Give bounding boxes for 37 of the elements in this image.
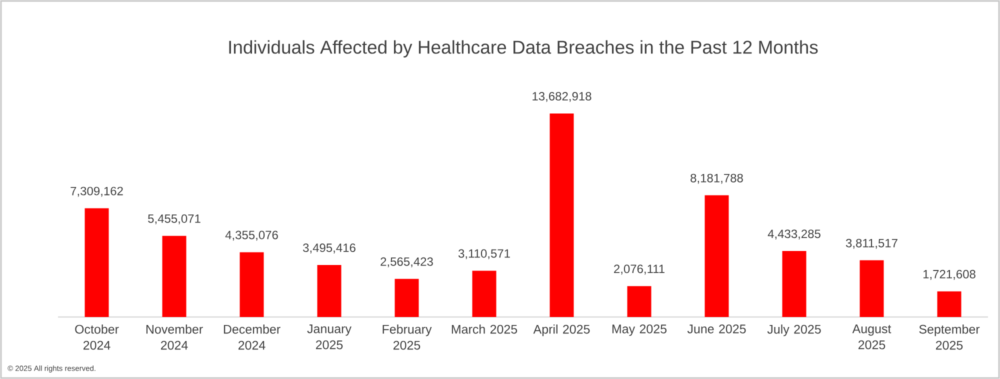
data-label: 3,811,517 [846, 238, 898, 249]
x-tick-label: June 2025 [687, 324, 746, 334]
data-label: 4,433,285 [768, 230, 820, 240]
bar [317, 264, 342, 317]
x-tick-label: January 2025 [307, 324, 352, 350]
x-tick-label: February 2025 [382, 324, 432, 350]
x-tick-label: September 2025 [919, 324, 980, 350]
bar [162, 236, 186, 317]
x-tick-label: July 2025 [767, 324, 821, 336]
bar [472, 270, 496, 317]
bar [782, 251, 806, 317]
data-label: 13,682,918 [532, 92, 592, 102]
bar [937, 291, 962, 317]
data-label: 7,309,162 [70, 186, 123, 197]
data-label: 3,495,416 [303, 244, 356, 254]
x-tick-label: August 2025 [852, 324, 892, 350]
chart-title: Individuals Affected by Healthcare Data Breaches in the Past 12 Months [229, 40, 818, 58]
x-tick-label: March 2025 [452, 324, 518, 334]
bar [627, 286, 652, 317]
x-tick-label: November 2024 [146, 324, 203, 350]
data-label: 1,721,608 [923, 270, 976, 280]
bar [550, 113, 574, 317]
data-label: 3,110,571 [458, 249, 510, 260]
bar [240, 252, 264, 317]
data-label: 5,455,071 [148, 214, 200, 224]
data-label: 8,181,788 [690, 174, 743, 184]
bar [704, 195, 729, 317]
bar [394, 278, 419, 317]
bar [84, 208, 109, 317]
bar [860, 260, 884, 317]
data-label: 4,355,076 [225, 230, 278, 241]
x-tick-label: April 2025 [533, 324, 590, 336]
data-label: 2,076,111 [614, 264, 664, 275]
data-label: 2,565,423 [380, 257, 433, 268]
x-tick-label: December 2024 [224, 324, 280, 350]
x-tick-label: May 2025 [612, 324, 667, 336]
x-tick-label: October 2024 [75, 324, 119, 350]
